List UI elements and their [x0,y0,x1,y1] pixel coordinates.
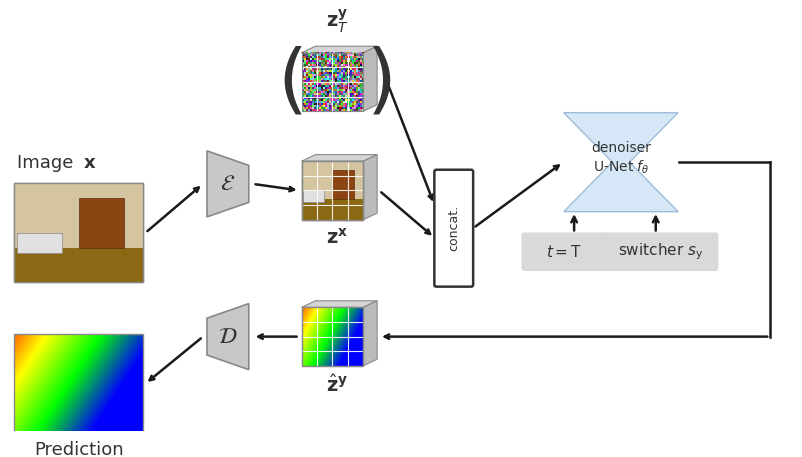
Bar [302,161,363,220]
Polygon shape [302,154,377,161]
Text: $\mathcal{D}$: $\mathcal{D}$ [218,326,237,348]
Polygon shape [207,303,249,370]
Polygon shape [564,113,678,212]
Polygon shape [302,46,377,53]
FancyBboxPatch shape [521,233,607,271]
Text: $t = \mathrm{T}$: $t = \mathrm{T}$ [546,244,582,260]
FancyBboxPatch shape [603,233,719,271]
FancyBboxPatch shape [435,170,473,287]
Text: Image: Image [17,154,79,172]
Text: switcher $s_\mathrm{y}$: switcher $s_\mathrm{y}$ [618,241,703,262]
Polygon shape [363,154,377,220]
Bar [14,334,144,433]
Bar [302,161,363,220]
Bar [302,161,363,220]
Text: $\hat{\mathbf{z}}^\mathbf{y}$: $\hat{\mathbf{z}}^\mathbf{y}$ [326,374,348,396]
Text: x: x [83,154,95,172]
Bar [302,199,363,220]
Bar [14,248,144,282]
Bar [302,191,324,202]
Text: (: ( [277,45,307,119]
Polygon shape [363,301,377,366]
Text: $\mathbf{z}^\mathbf{x}$: $\mathbf{z}^\mathbf{x}$ [326,228,348,248]
Bar [17,233,62,253]
Text: U-Net $f_\theta$: U-Net $f_\theta$ [593,158,649,175]
Bar [14,183,144,282]
Bar [302,308,363,366]
Bar [332,170,354,199]
Polygon shape [302,301,377,308]
Bar [14,183,144,248]
Bar [79,198,124,248]
Text: concat.: concat. [448,205,460,251]
Bar [14,183,144,282]
Text: $\mathbf{z}_T^\mathbf{y}$: $\mathbf{z}_T^\mathbf{y}$ [326,8,349,35]
Bar [302,308,363,366]
Text: Prediction: Prediction [34,441,124,457]
Bar [302,53,363,111]
Text: denoiser: denoiser [591,141,651,155]
Text: $\mathcal{E}$: $\mathcal{E}$ [221,173,236,195]
Text: ): ) [367,45,397,119]
Bar [302,161,363,199]
Polygon shape [207,151,249,217]
Polygon shape [363,46,377,111]
